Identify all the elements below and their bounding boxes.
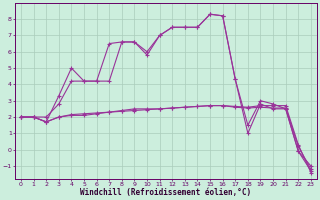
X-axis label: Windchill (Refroidissement éolien,°C): Windchill (Refroidissement éolien,°C) xyxy=(80,188,252,197)
